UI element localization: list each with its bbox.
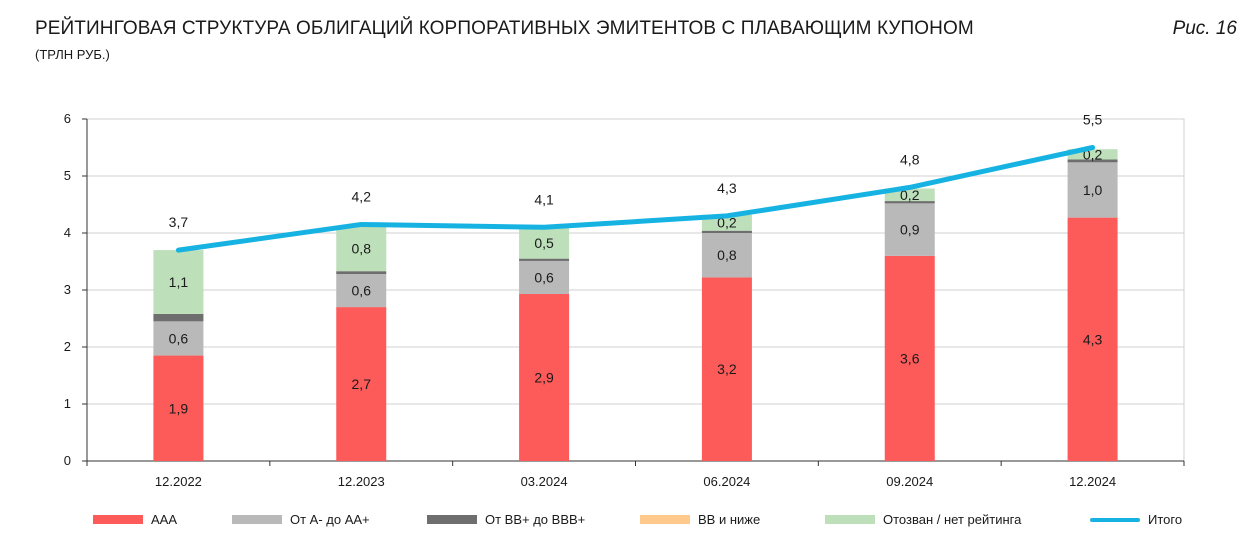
total-label: 3,7: [169, 214, 189, 230]
bar-segment: [884, 203, 935, 256]
bar-segment: [519, 260, 570, 294]
data-label: 0,2: [900, 187, 920, 203]
data-label: 0,5: [534, 235, 554, 251]
data-label: 0,6: [169, 330, 189, 346]
y-tick-label: 4: [64, 225, 71, 240]
bar-segment: [153, 250, 204, 314]
x-tick-label: 12.2022: [155, 474, 202, 489]
legend-swatch: [1090, 517, 1140, 522]
bar-segment: [153, 355, 204, 461]
x-tick-label: 12.2024: [1069, 474, 1116, 489]
legend-swatch: [232, 515, 282, 524]
data-label: 0,8: [352, 240, 372, 256]
bar-segment: [701, 230, 752, 233]
data-label: 4,3: [1083, 331, 1103, 347]
data-label: 0,9: [900, 222, 920, 238]
data-label: 1,1: [169, 274, 189, 290]
chart-legend: ААА От А- до АА+ От ВВ+ до ВВВ+ ВВ и ниже От…: [0, 512, 1255, 538]
legend-label: ААА: [151, 512, 178, 527]
legend-swatch: [825, 515, 875, 524]
y-tick-label: 5: [64, 168, 71, 183]
x-tick-label: 06.2024: [703, 474, 750, 489]
y-tick-label: 0: [64, 453, 71, 468]
data-label: 0,6: [352, 283, 372, 299]
x-tick-label: 03.2024: [521, 474, 568, 489]
x-tick-label: 12.2023: [338, 474, 385, 489]
data-label: 3,6: [900, 350, 920, 366]
data-label: 0,8: [717, 247, 737, 263]
bar-segment: [884, 201, 935, 204]
legend-swatch: [93, 515, 143, 524]
legend-item: От А- до АА+: [232, 512, 370, 527]
legend-label: Отозван / нет рейтинга: [883, 512, 1022, 527]
legend-item: ВВ и ниже: [640, 512, 760, 527]
total-line: [175, 145, 1096, 253]
legend-item: От ВВ+ до ВВВ+: [427, 512, 585, 527]
bar-segment: [1067, 217, 1118, 461]
bar-segment: [1067, 159, 1118, 163]
bar-segment: [336, 274, 387, 308]
total-label: 4,8: [900, 151, 920, 167]
legend-label: ВВ и ниже: [698, 512, 761, 527]
bar-segment: [519, 293, 570, 461]
bar-segment: [1067, 149, 1118, 160]
y-tick-label: 3: [64, 282, 71, 297]
legend-label: От ВВ+ до ВВВ+: [485, 512, 586, 527]
total-label: 4,2: [352, 188, 372, 204]
bar-segment: [336, 307, 387, 461]
y-tick-label: 1: [64, 396, 71, 411]
bar-segment: [884, 255, 935, 461]
chart-subtitle: (ТРЛН РУБ.): [35, 47, 110, 62]
legend-swatch: [640, 515, 690, 524]
y-tick-label: 6: [64, 111, 71, 126]
legend-swatch: [427, 515, 477, 524]
y-tick-label: 2: [64, 339, 71, 354]
total-label: 4,1: [534, 191, 554, 207]
data-label: 1,9: [169, 400, 189, 416]
legend-item: ААА: [93, 512, 177, 527]
figure-label: Рис. 16: [1172, 18, 1237, 39]
data-label: 2,9: [534, 369, 554, 385]
data-label: 3,2: [717, 361, 737, 377]
bar-segment: [519, 227, 570, 259]
legend-item: Итого: [1090, 512, 1182, 527]
legend-label: От А- до АА+: [290, 512, 370, 527]
data-label: 0,2: [717, 215, 737, 231]
data-label: 0,6: [534, 269, 554, 285]
legend-item: Отозван / нет рейтинга: [825, 512, 1021, 527]
bar-segment: [701, 277, 752, 461]
bar-segment: [1067, 162, 1118, 218]
data-label: 1,0: [1083, 182, 1103, 198]
bar-segment: [519, 258, 570, 261]
bar-segment: [701, 233, 752, 278]
total-label: 5,5: [1083, 112, 1103, 128]
total-label: 4,3: [717, 180, 737, 196]
bar-segment: [336, 271, 387, 275]
x-tick-label: 09.2024: [886, 474, 933, 489]
legend-label: Итого: [1148, 512, 1183, 527]
bar-segment: [153, 313, 204, 322]
bar-segment: [153, 321, 204, 356]
data-label: 2,7: [352, 376, 372, 392]
bar-segment: [336, 225, 387, 272]
chart-title: РЕЙТИНГОВАЯ СТРУКТУРА ОБЛИГАЦИЙ КОРПОРАТ…: [35, 18, 974, 39]
